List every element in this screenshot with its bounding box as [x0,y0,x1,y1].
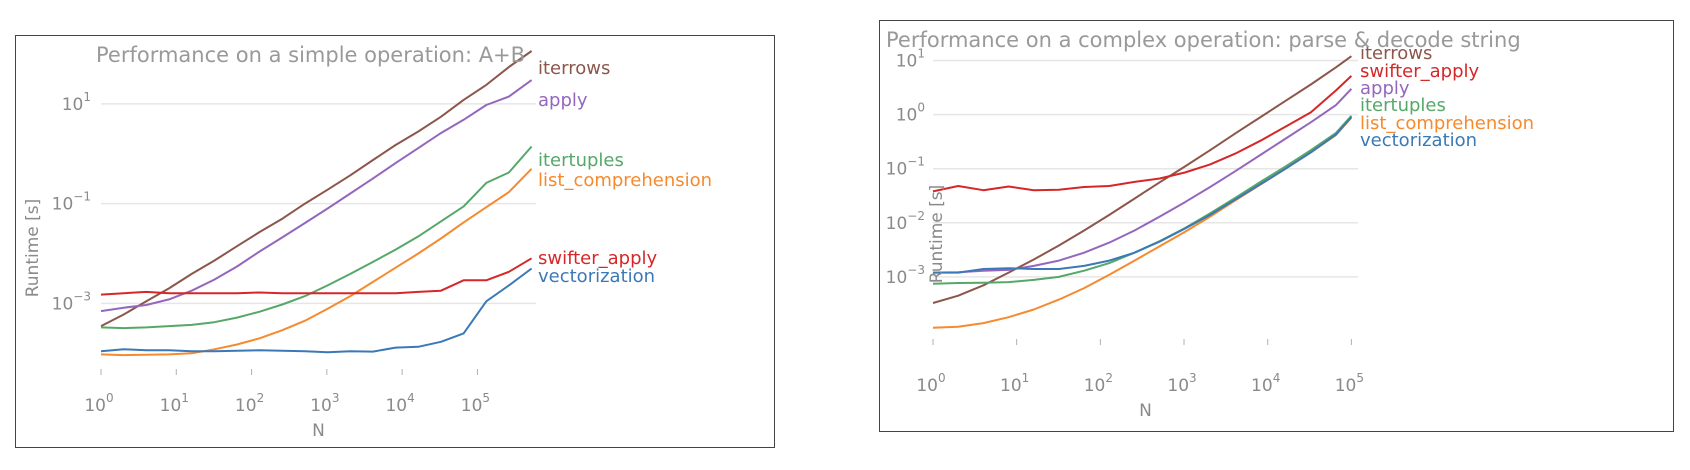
x-tick-label: 104 [385,391,414,416]
y-tick-label: 10−2 [886,209,925,234]
chart-simple-operation: 101 10−1 10−3 100 101 102 103 104 105 iterrows app… [23,43,712,441]
x-tick-label: 105 [461,391,490,416]
x-tick-label: 102 [235,391,264,416]
gridlines [933,59,1358,278]
x-tick-label: 100 [916,371,945,396]
x-tick-label: 100 [84,391,113,416]
y-axis-label: Runtime [s] [927,185,947,284]
series-label-list-comprehension: list_comprehension [1360,113,1534,134]
series-line-itertuples [932,115,1353,285]
series-line-apply [100,79,533,313]
series-line-swifter-apply [100,257,533,296]
y-tick-label: 10−3 [886,263,925,288]
x-tick-label: 103 [310,391,339,416]
series-label-vectorization: vectorization [1360,130,1477,151]
y-tick-label: 10−3 [52,289,91,314]
chart-panel-complex-operation: 101 100 10−1 10−2 10−3 100 101 102 103 104 105 iter… [879,20,1674,432]
series-label-swifter-apply: swifter_apply [1360,61,1480,82]
series-label-apply: apply [1360,78,1410,99]
x-tick-label: 101 [160,391,189,416]
x-tick-label: 104 [1251,371,1280,396]
series-label-apply: apply [538,90,588,111]
x-axis-label: N [1139,401,1152,421]
y-tick-label: 100 [896,101,925,126]
series-line-swifter-apply [932,75,1353,193]
series-label-itertuples: itertuples [538,150,624,171]
gridlines [101,103,536,305]
series-line-itertuples [100,145,533,330]
series-line-iterrows [100,50,533,327]
x-tick-label: 105 [1335,371,1364,396]
chart-title: Performance on a simple operation: A+B [96,43,525,67]
series-label-iterrows: iterrows [1360,43,1432,64]
series-line-vectorization [100,267,533,354]
series-line-iterrows [932,55,1352,304]
series-line-list-comprehension [100,168,533,357]
series-label-vectorization: vectorization [538,266,655,287]
series-label-itertuples: itertuples [1360,95,1446,116]
series-label-swifter-apply: swifter_apply [538,248,658,269]
chart-panel-simple-operation: 101 10−1 10−3 100 101 102 103 104 105 iterrows app… [15,35,775,448]
series-line-apply [932,88,1353,274]
x-axis-label: N [312,421,325,441]
x-tick-label: 103 [1167,371,1196,396]
y-tick-label: 101 [62,90,91,115]
x-tick-label: 102 [1084,371,1113,396]
y-axis-label: Runtime [s] [23,199,43,298]
x-tick-label: 101 [1000,371,1029,396]
series-label-iterrows: iterrows [538,58,610,79]
y-tick-label: 10−1 [52,190,91,215]
y-tick-label: 10−1 [886,155,925,180]
series-label-list-comprehension: list_comprehension [538,170,712,191]
chart-title: Performance on a complex operation: pars… [886,28,1521,52]
series-line-vectorization [933,116,1353,274]
